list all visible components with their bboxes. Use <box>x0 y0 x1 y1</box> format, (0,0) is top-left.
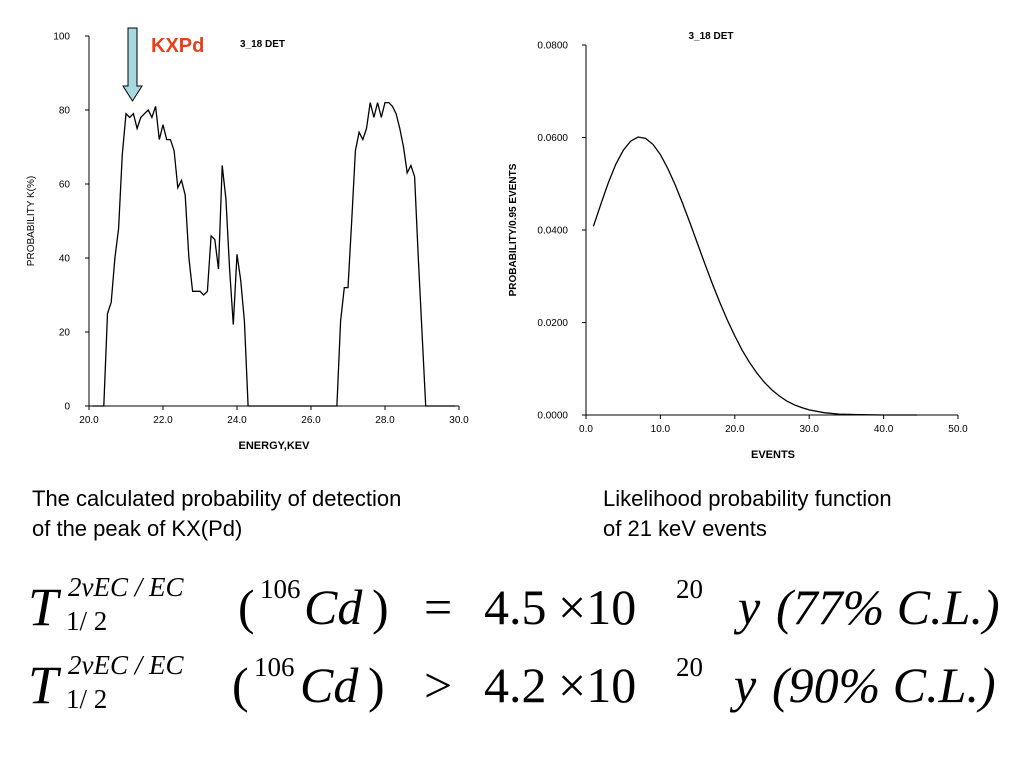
left-x-tick-label: 30.0 <box>449 415 469 426</box>
eq2-superscript: 2νEC / EC <box>68 650 184 680</box>
left-y-tick-label: 0 <box>64 402 70 413</box>
right-x-tick-label: 50.0 <box>948 424 968 435</box>
charts-canvas: 20.0 22.0 24.0 26.0 28.0 30.0 0 20 40 60 80 100 3_… <box>26 27 968 461</box>
right-y-tick-label: 0.0800 <box>537 41 568 52</box>
right-series-line <box>592 136 918 416</box>
right-x-tick-label: 20.0 <box>725 424 745 435</box>
left-y-tick-label: 80 <box>59 106 71 117</box>
left-x-tick-label: 20.0 <box>79 415 99 426</box>
left-chart-title: 3_18 DET <box>240 39 285 50</box>
eq1-confidence: (77% C.L.) <box>776 579 1000 635</box>
left-caption: The calculated probability of detection … <box>32 486 402 541</box>
eq2-times-ten: ×10 <box>558 657 637 713</box>
left-series-line <box>92 101 456 407</box>
equation-half-life-77: T 2νEC / EC 1/ 2 ( 106 Cd ) = 4.5 ×10 20… <box>28 572 1018 658</box>
right-x-tick-label: 30.0 <box>799 424 819 435</box>
eq1-element: Cd <box>304 579 363 635</box>
eq2-subscript: 1/ 2 <box>66 684 108 714</box>
left-y-tick-label: 20 <box>59 328 71 339</box>
equation-half-life-90: T 2νEC / EC 1/ 2 ( 106 Cd ) > 4.2 ×10 20… <box>28 650 1018 736</box>
left-y-tick-label: 60 <box>59 180 71 191</box>
eq1-times-ten: ×10 <box>558 579 637 635</box>
right-x-tick-label: 40.0 <box>874 424 894 435</box>
eq1-unit: y <box>738 579 761 635</box>
eq2-exponent: 20 <box>676 652 703 682</box>
eq2-confidence: (90% C.L.) <box>772 657 996 713</box>
right-y-tick-label: 0.0600 <box>537 133 568 144</box>
right-x-axis-label: EVENTS <box>751 449 795 461</box>
eq2-element: Cd <box>300 657 359 713</box>
left-x-tick-label: 24.0 <box>227 415 247 426</box>
left-x-tick-label: 26.0 <box>301 415 321 426</box>
left-y-tick-label: 40 <box>59 254 71 265</box>
eq2-mantissa: 4.2 <box>484 657 547 713</box>
eq1-superscript: 2νEC / EC <box>68 572 184 602</box>
eq2-lparen: ( <box>232 657 249 713</box>
eq2-relation: > <box>424 657 453 713</box>
chart-likelihood: 0.0 10.0 20.0 30.0 40.0 50.0 0.0000 0.0200 0.04… <box>508 31 968 461</box>
right-y-tick-label: 0.0200 <box>537 318 568 329</box>
left-x-axis-label: ENERGY,KEV <box>239 440 311 452</box>
chart-kx-probability: 20.0 22.0 24.0 26.0 28.0 30.0 0 20 40 60 80 100 3_… <box>26 27 469 452</box>
left-y-axis-label: PROBABILITY K(%) <box>26 176 37 266</box>
right-x-tick-label: 10.0 <box>651 424 671 435</box>
eq1-exponent: 20 <box>676 574 703 604</box>
right-y-tick-label: 0.0000 <box>537 411 568 422</box>
eq2-mass-number: 106 <box>254 652 295 682</box>
eq2-T: T <box>28 655 59 715</box>
left-y-tick-label: 100 <box>53 32 70 43</box>
left-x-tick-label: 28.0 <box>375 415 395 426</box>
kxpd-annotation: KXPd <box>151 35 204 57</box>
right-y-axis-label: PROBABILITY/0.95 EVENTS <box>508 163 519 296</box>
right-chart-title: 3_18 DET <box>688 31 733 42</box>
right-x-tick-label: 0.0 <box>579 424 593 435</box>
eq1-relation: = <box>424 579 453 635</box>
eq1-mass-number: 106 <box>260 574 301 604</box>
eq1-lparen: ( <box>238 579 255 635</box>
eq2-rparen: ) <box>368 657 385 713</box>
left-x-tick-label: 22.0 <box>153 415 173 426</box>
eq1-T: T <box>28 577 59 637</box>
right-caption: Likelihood probability function of 21 ke… <box>603 486 892 541</box>
eq1-rparen: ) <box>372 579 389 635</box>
eq1-mantissa: 4.5 <box>484 579 547 635</box>
eq2-unit: y <box>734 657 757 713</box>
eq1-subscript: 1/ 2 <box>66 606 108 636</box>
kxpd-arrow <box>122 27 143 102</box>
right-y-tick-label: 0.0400 <box>537 226 568 237</box>
